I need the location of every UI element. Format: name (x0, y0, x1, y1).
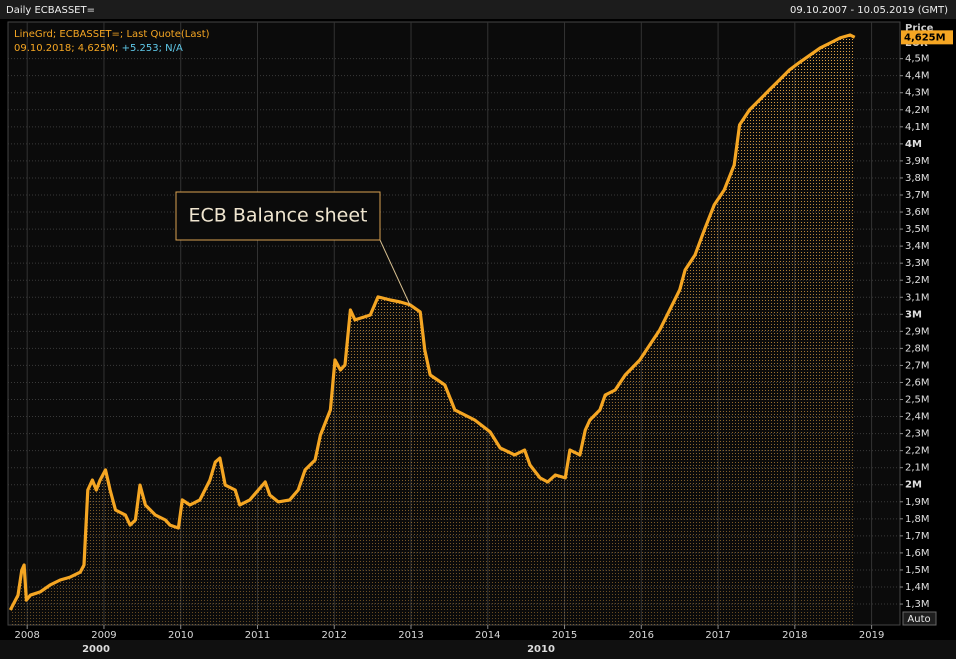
y-tick-label: 1,8M (905, 514, 930, 525)
y-tick-label: 4,5M (905, 54, 930, 65)
auto-button-label[interactable]: Auto (907, 614, 930, 625)
y-tick-label: 4,4M (905, 71, 930, 82)
y-tick-label: 3,5M (905, 224, 930, 235)
y-tick-label: 1,4M (905, 582, 930, 593)
y-tick-label: 3,3M (905, 258, 930, 269)
y-tick-label: 4M (905, 139, 922, 150)
y-tick-label: 3,6M (905, 207, 930, 218)
legend-part: LineGrd; ECBASSET=; Last Quote(Last) (14, 29, 210, 40)
y-tick-label: 2,6M (905, 377, 930, 388)
x-tick-label: 2019 (859, 630, 884, 641)
y-tick-label: 3,4M (905, 241, 930, 252)
x-tick-label: 2009 (91, 630, 116, 641)
x-tick-label: 2015 (552, 630, 577, 641)
last-value-tag (901, 30, 953, 45)
y-tick-label: 1,5M (905, 565, 930, 576)
x-tick-label: 2014 (475, 630, 500, 641)
last-value-label: 4,625M (904, 32, 946, 43)
legend-part: 09.10.2018; 4,625M; (14, 43, 122, 54)
y-tick-label: 3,7M (905, 190, 930, 201)
y-tick-label: 4,1M (905, 122, 930, 133)
legend-part: +5.253; N/A (122, 43, 183, 54)
decade-label: 2010 (527, 644, 555, 655)
legend-line: 09.10.2018; 4,625M; +5.253; N/A (14, 43, 183, 54)
y-tick-label: 2M (905, 480, 922, 491)
y-tick-label: 1,6M (905, 548, 930, 559)
x-tick-label: 2018 (782, 630, 807, 641)
legend-line: LineGrd; ECBASSET=; Last Quote(Last) (14, 29, 210, 40)
y-tick-label: 3,1M (905, 292, 930, 303)
line (8, 33, 856, 611)
y-tick-label: 2,9M (905, 326, 930, 337)
y-tick-label: 2,8M (905, 343, 930, 354)
y-tick-label: 2,4M (905, 412, 930, 423)
y-tick-label: 2,5M (905, 395, 930, 406)
chart-title: Daily ECBASSET= (6, 5, 95, 16)
decade-label: 2000 (82, 644, 110, 655)
header-bar (0, 0, 956, 19)
x-tick-label: 2010 (168, 630, 193, 641)
annotation: ECB Balance sheet (189, 205, 368, 227)
y-tick-label: 3,2M (905, 275, 930, 286)
y-tick-label: 1,9M (905, 497, 930, 508)
x-tick-label: 2011 (245, 630, 270, 641)
x-tick-label: 2016 (629, 630, 654, 641)
x-tick-label: 2008 (14, 630, 39, 641)
y-tick-label: 1,7M (905, 531, 930, 542)
bottom-strip (0, 640, 956, 659)
annotation-box (175, 191, 381, 241)
auto-button[interactable] (902, 611, 937, 626)
date-range: 09.10.2007 - 10.05.2019 (GMT) (790, 5, 948, 16)
area-fill (10, 35, 855, 625)
y-tick-label: 2,3M (905, 429, 930, 440)
y-tick-label: 1,3M (905, 599, 930, 610)
x-tick-label: 2017 (705, 630, 730, 641)
x-tick-label: 2012 (322, 630, 347, 641)
y-tick-label: 2,7M (905, 360, 930, 371)
axis-header: Price (905, 23, 934, 34)
annotation-leader (379, 239, 411, 306)
y-tick-label: 4,2M (905, 105, 930, 116)
x-tick-label: 2013 (398, 630, 423, 641)
y-tick-label: 3M (905, 309, 922, 320)
y-tick-label: 3,9M (905, 156, 930, 167)
y-tick-label: 3,8M (905, 173, 930, 184)
y-tick-label: 4,3M (905, 88, 930, 99)
y-tick-label: 2,2M (905, 446, 930, 457)
y-tick-label: 2,1M (905, 463, 930, 474)
